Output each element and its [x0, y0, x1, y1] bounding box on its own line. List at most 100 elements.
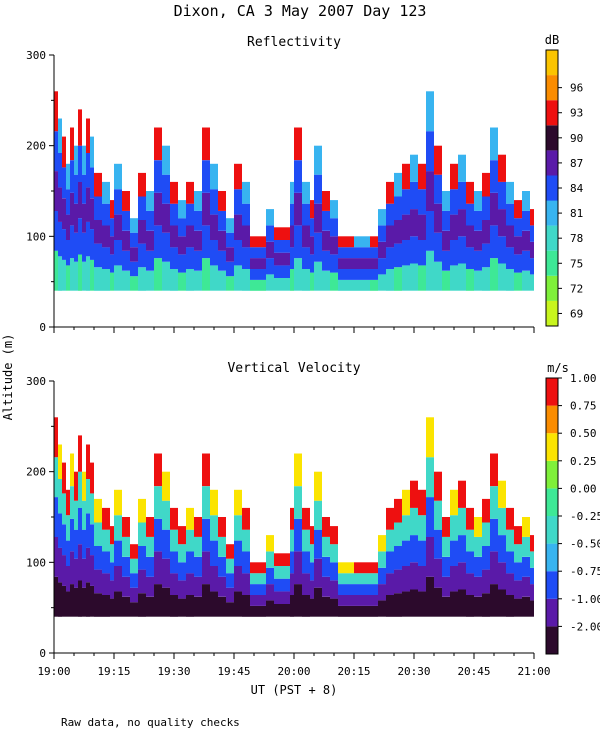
echo-column-segment — [354, 562, 370, 574]
echo-column-segment — [290, 507, 294, 530]
echo-column-segment — [378, 600, 386, 617]
colorbar-tick-label: 78 — [570, 232, 583, 245]
echo-column-segment — [442, 536, 450, 557]
colorbar-swatch — [546, 626, 558, 654]
echo-column-segment — [218, 191, 226, 211]
echo-column-segment — [322, 596, 330, 617]
echo-column-segment — [162, 558, 170, 588]
echo-column-segment — [310, 580, 314, 599]
colorbar-swatch — [546, 405, 558, 434]
echo-column-segment — [530, 241, 534, 259]
echo-column-segment — [102, 225, 110, 248]
echo-column-segment — [234, 591, 242, 617]
echo-column-segment — [210, 240, 218, 266]
echo-column-segment — [110, 272, 114, 291]
echo-column-segment — [82, 232, 86, 262]
echo-column-segment — [294, 160, 302, 193]
echo-column-segment — [226, 573, 234, 588]
echo-column-segment — [266, 258, 274, 275]
echo-column-segment — [474, 270, 482, 291]
echo-column-segment — [354, 605, 370, 617]
echo-column-segment — [394, 243, 402, 268]
echo-column-segment — [114, 240, 122, 266]
echo-column-segment — [90, 259, 94, 291]
echo-column-segment — [386, 203, 394, 226]
echo-column-segment — [210, 515, 218, 541]
echo-column-segment — [410, 263, 418, 291]
echo-column-segment — [242, 247, 250, 269]
echo-column-segment — [70, 225, 74, 259]
echo-column-segment — [202, 486, 210, 519]
echo-column-segment — [498, 154, 506, 182]
echo-column-segment — [522, 250, 530, 271]
echo-column-segment — [130, 261, 138, 277]
echo-column-segment — [338, 595, 354, 606]
echo-column-segment — [178, 272, 186, 291]
echo-column-segment — [218, 230, 226, 251]
echo-column-segment — [66, 163, 70, 190]
echo-column-segment — [402, 265, 410, 291]
echo-column-segment — [58, 187, 62, 222]
echo-column-segment — [354, 584, 370, 595]
echo-column-segment — [506, 529, 514, 552]
echo-column-segment — [338, 573, 354, 585]
echo-column-segment — [194, 191, 202, 211]
echo-column-segment — [330, 580, 338, 599]
echo-column-segment — [466, 225, 474, 248]
echo-column-segment — [394, 267, 402, 291]
echo-column-segment — [338, 236, 354, 248]
echo-column-segment — [290, 203, 294, 226]
echo-column-segment — [210, 189, 218, 215]
echo-column-segment — [54, 536, 58, 577]
echo-column-segment — [242, 225, 250, 248]
colorbar-swatch — [546, 250, 558, 276]
echo-column-segment — [394, 220, 402, 244]
echo-column-segment — [466, 573, 474, 595]
echo-column-segment — [86, 187, 90, 222]
echo-column-segment — [466, 507, 474, 530]
echo-column-segment — [418, 240, 426, 266]
echo-column-segment — [314, 203, 322, 233]
echo-column-segment — [418, 566, 426, 592]
echo-column-segment — [218, 270, 226, 291]
echo-column-segment — [426, 536, 434, 577]
echo-column-segment — [58, 221, 62, 257]
echo-column-segment — [154, 518, 162, 552]
echo-column-segment — [154, 453, 162, 487]
echo-column-segment — [450, 540, 458, 566]
echo-column-segment — [514, 218, 522, 237]
echo-column-segment — [310, 562, 314, 581]
echo-column-segment — [474, 536, 482, 557]
echo-column-segment — [62, 259, 66, 291]
echo-column-segment — [386, 507, 394, 530]
echo-column-segment — [410, 589, 418, 617]
echo-column-segment — [234, 566, 242, 592]
echo-column-segment — [490, 258, 498, 291]
echo-column-segment — [146, 556, 154, 577]
echo-column-segment — [170, 573, 178, 595]
echo-column-segment — [294, 518, 302, 552]
echo-column-segment — [210, 163, 218, 190]
echo-column-segment — [322, 576, 330, 597]
echo-column-segment — [402, 163, 410, 190]
echo-column-segment — [54, 417, 58, 458]
echo-column-segment — [162, 145, 170, 175]
echo-column-segment — [530, 584, 534, 601]
y-tick-label: 0 — [39, 321, 46, 334]
colorbar-tick-label: 0.00 — [570, 482, 597, 495]
echo-column-segment — [274, 240, 290, 253]
echo-column-segment — [310, 254, 314, 273]
echo-column-segment — [186, 573, 194, 595]
echo-column-segment — [74, 500, 78, 530]
echo-column-segment — [114, 189, 122, 215]
echo-column-segment — [138, 267, 146, 291]
echo-column-segment — [110, 236, 114, 255]
echo-column-segment — [242, 595, 250, 617]
echo-column-segment — [506, 203, 514, 226]
colorbar-tick-label: 69 — [570, 307, 583, 320]
echo-column-segment — [522, 517, 530, 537]
echo-column-segment — [62, 167, 66, 199]
echo-column-segment — [354, 279, 370, 291]
echo-column-segment — [474, 210, 482, 231]
echo-column-segment — [162, 587, 170, 617]
